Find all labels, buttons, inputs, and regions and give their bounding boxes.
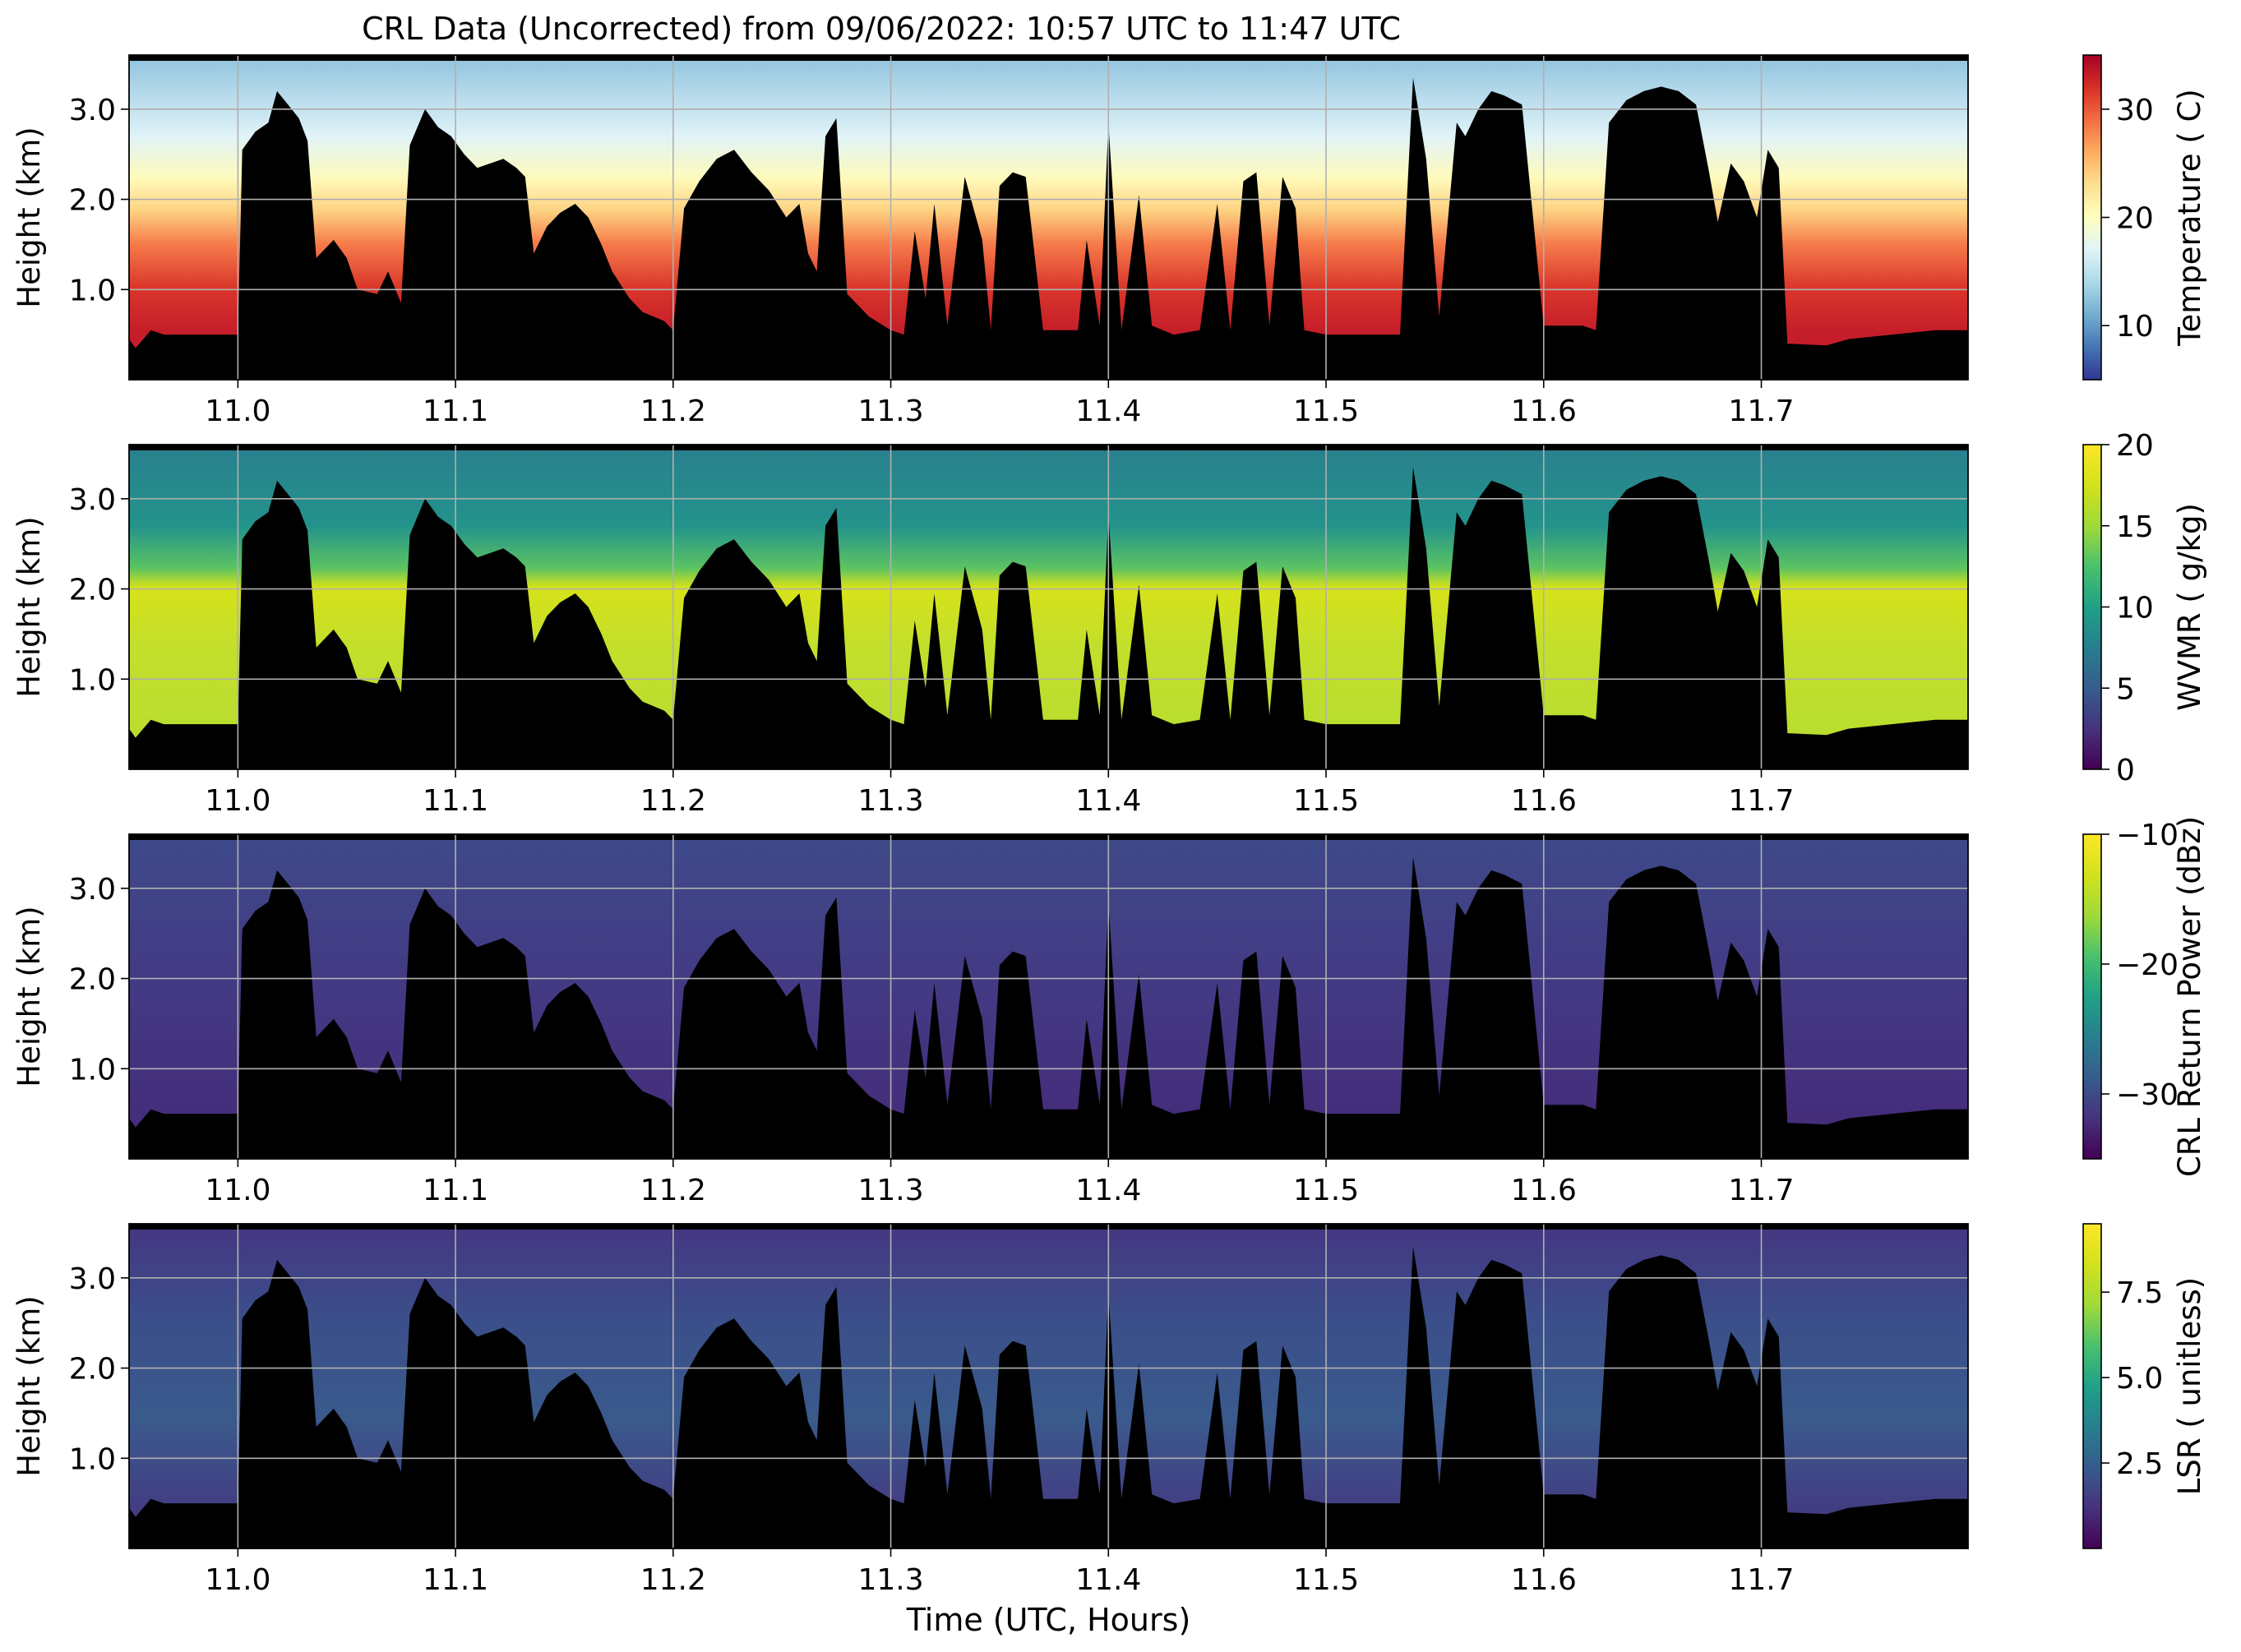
x-tick-label: 11.2 [640, 784, 706, 818]
top-mask-strip [129, 445, 1968, 450]
colorbar-label: Temperature ( C) [2172, 89, 2207, 347]
y-axis-label: Height (km) [12, 516, 47, 697]
panel-2: 11.0 11.1 11.2 11.3 11.4 11.5 11.6 11.7 1.0 2.0 3.… [12, 429, 2207, 818]
colorbar-tick-label: 30 [2116, 94, 2154, 127]
x-tick-label: 11.0 [205, 1563, 270, 1597]
x-tick-label: 11.5 [1293, 1563, 1359, 1597]
y-axis-label: Height (km) [12, 906, 47, 1087]
y-tick-label: 3.0 [69, 483, 116, 517]
axes-frame [128, 54, 1969, 381]
no-data-mask [129, 77, 1968, 381]
x-tick-label: 11.3 [857, 1174, 923, 1207]
y-axis-label: Height (km) [12, 127, 47, 307]
colorbar-tick-label: 10 [2116, 310, 2154, 344]
x-tick-label: 11.3 [857, 395, 923, 428]
panel-1: 11.0 11.1 11.2 11.3 11.4 11.5 11.6 11.7 1.0 2.0 3.… [12, 54, 2207, 428]
x-tick-label: 11.7 [1728, 784, 1794, 818]
x-tick-label: 11.4 [1075, 1174, 1141, 1207]
colorbar-tick-label: 7.5 [2116, 1276, 2163, 1310]
colorbar-tick-label: 20 [2116, 202, 2154, 236]
x-tick-label: 11.2 [640, 395, 706, 428]
x-tick-label: 11.3 [857, 784, 923, 818]
x-tick-label: 11.7 [1728, 1174, 1794, 1207]
y-tick-label: 3.0 [69, 94, 116, 127]
x-tick-label: 11.0 [205, 395, 270, 428]
colorbar-label: WVMR ( g/kg) [2172, 503, 2207, 711]
top-mask-strip [129, 1224, 1968, 1230]
colorbar-gradient [2082, 54, 2102, 381]
figure-title: CRL Data (Uncorrected) from 09/06/2022: … [362, 11, 1401, 47]
colorbar-tick-label: 20 [2116, 429, 2154, 463]
x-tick-label: 11.2 [640, 1563, 706, 1597]
x-axis-label: Time (UTC, Hours) [906, 1602, 1191, 1638]
colorbar-tick-label: −20 [2116, 948, 2179, 982]
panel-3: 11.0 11.1 11.2 11.3 11.4 11.5 11.6 11.7 1.0 2.0 3.… [12, 816, 2207, 1207]
x-tick-label: 11.0 [205, 784, 270, 818]
y-tick-label: 2.0 [69, 963, 116, 997]
y-tick-label: 1.0 [69, 274, 116, 307]
x-tick-label: 11.6 [1511, 1563, 1577, 1597]
axes-frame [128, 444, 1969, 770]
y-tick-label: 3.0 [69, 873, 116, 907]
no-data-mask [129, 467, 1968, 769]
y-tick-label: 1.0 [69, 1053, 116, 1087]
x-tick-label: 11.7 [1728, 395, 1794, 428]
colorbar-tick-label: 15 [2116, 510, 2154, 544]
colorbar-tick-label: 10 [2116, 592, 2154, 625]
x-tick-label: 11.6 [1511, 1174, 1577, 1207]
x-tick-label: 11.1 [423, 1174, 488, 1207]
colorbar: 2.5 5.0 7.5 LSR ( unitless) [2082, 1223, 2207, 1549]
x-tick-label: 11.5 [1293, 784, 1359, 818]
y-tick-label: 2.0 [69, 1353, 116, 1387]
x-tick-label: 11.4 [1075, 784, 1141, 818]
y-axis-label: Height (km) [12, 1295, 47, 1476]
x-tick-label: 11.6 [1511, 784, 1577, 818]
x-tick-label: 11.6 [1511, 395, 1577, 428]
y-tick-label: 1.0 [69, 663, 116, 697]
colorbar-tick-label: 0 [2116, 754, 2135, 787]
x-tick-label: 11.4 [1075, 395, 1141, 428]
axes-frame [128, 1223, 1969, 1549]
x-tick-label: 11.7 [1728, 1563, 1794, 1597]
no-data-mask [129, 856, 1968, 1159]
x-tick-label: 11.2 [640, 1174, 706, 1207]
y-tick-label: 2.0 [69, 574, 116, 607]
no-data-mask [129, 1246, 1968, 1548]
x-tick-label: 11.3 [857, 1563, 923, 1597]
colorbar-label: LSR ( unitless) [2172, 1277, 2207, 1496]
x-tick-label: 11.1 [423, 1563, 488, 1597]
colorbar-gradient [2082, 833, 2102, 1160]
y-tick-label: 2.0 [69, 184, 116, 218]
panel-4: 11.0 11.1 11.2 11.3 11.4 11.5 11.6 11.7 1.0 2.0 3.… [12, 1223, 2207, 1638]
x-tick-label: 11.0 [205, 1174, 270, 1207]
y-tick-label: 1.0 [69, 1442, 116, 1476]
top-mask-strip [129, 834, 1968, 840]
colorbar-gradient [2082, 1223, 2102, 1549]
colorbar-tick-label: 5.0 [2116, 1362, 2163, 1396]
x-tick-label: 11.5 [1293, 395, 1359, 428]
colorbar-tick-label: −10 [2116, 819, 2179, 852]
axes-frame [128, 833, 1969, 1160]
y-tick-label: 3.0 [69, 1262, 116, 1296]
colorbar-gradient [2082, 444, 2102, 770]
colorbar: 0 5 10 15 20 WVMR ( g/kg) [2082, 429, 2207, 787]
colorbar-tick-label: 5 [2116, 672, 2135, 706]
x-tick-label: 11.1 [423, 784, 488, 818]
colorbar-tick-label: −30 [2116, 1078, 2179, 1112]
top-mask-strip [129, 55, 1968, 61]
colorbar: 10 20 30 Temperature ( C) [2082, 54, 2207, 381]
colorbar-tick-label: 2.5 [2116, 1447, 2163, 1481]
x-tick-label: 11.5 [1293, 1174, 1359, 1207]
colorbar-label: CRL Return Power (dBz) [2172, 816, 2207, 1177]
x-tick-label: 11.1 [423, 395, 488, 428]
x-tick-label: 11.4 [1075, 1563, 1141, 1597]
